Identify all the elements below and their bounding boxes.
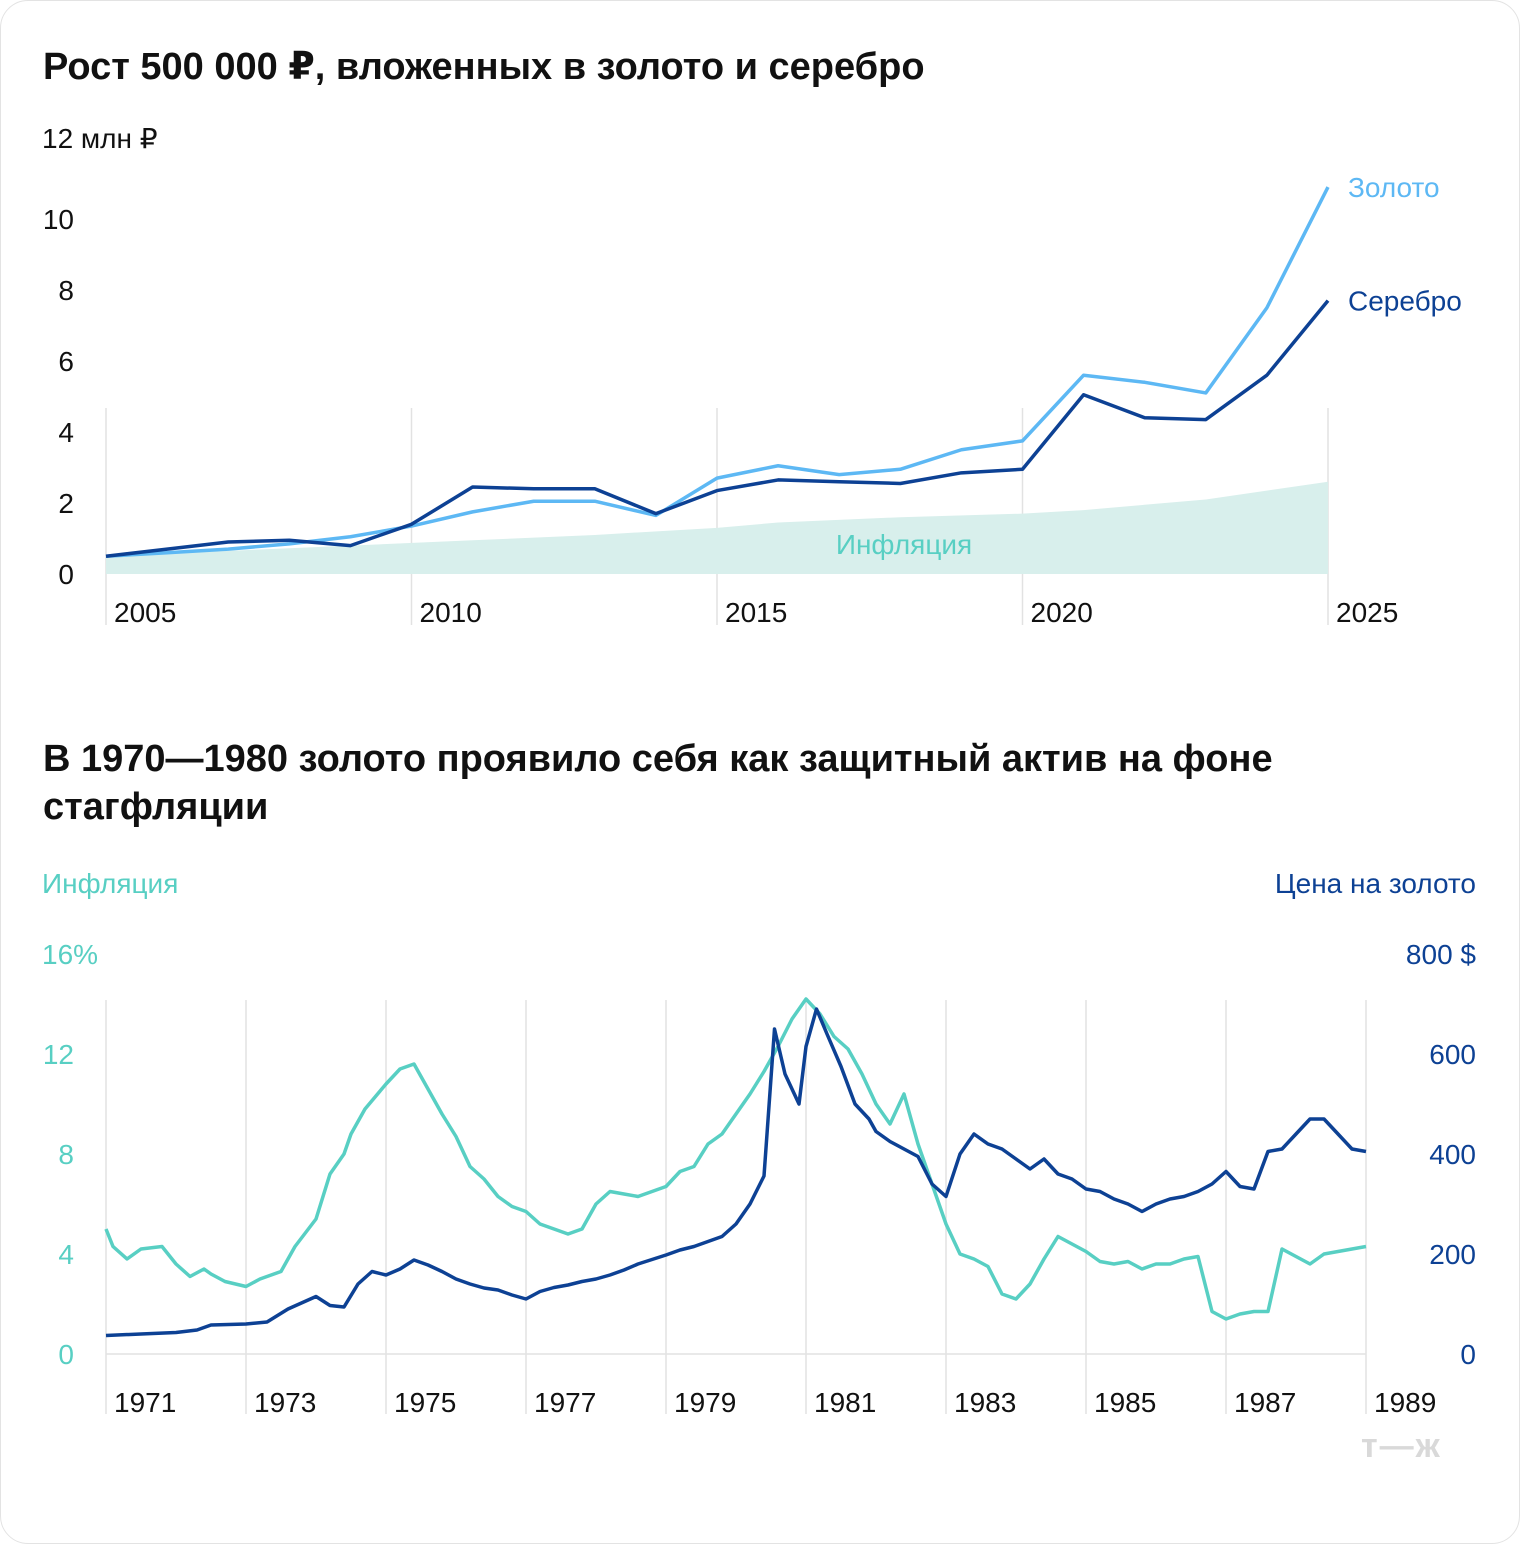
y-tick-label: 8	[58, 275, 74, 306]
left-y-tick-label: 8	[58, 1139, 74, 1170]
y-tick-label: 4	[58, 417, 74, 448]
y-tick-label: 0	[58, 559, 74, 590]
chart-1-title: Рост 500 000 ₽, вложенных в золото и сер…	[43, 46, 925, 88]
right-y-tick-label: 600	[1429, 1039, 1476, 1070]
x-tick-label: 2005	[114, 597, 176, 628]
x-tick-label: 1983	[954, 1387, 1016, 1418]
gold-price-line	[105, 1007, 1367, 1338]
x-tick-label: 1979	[674, 1387, 736, 1418]
x-tick-label: 2015	[725, 597, 787, 628]
y-axis-unit-label: 12 млн ₽	[42, 123, 158, 154]
left-axis-title: Инфляция	[42, 868, 178, 899]
right-y-tick-label: 800 $	[1406, 939, 1476, 970]
right-axis-title: Цена на золото	[1275, 868, 1476, 899]
x-tick-label: 1989	[1374, 1387, 1436, 1418]
right-y-tick-label: 0	[1460, 1339, 1476, 1370]
x-tick-label: 1987	[1234, 1387, 1296, 1418]
left-y-tick-label: 16%	[42, 939, 98, 970]
left-y-tick-label: 0	[58, 1339, 74, 1370]
x-tick-label: 2020	[1031, 597, 1093, 628]
inflation-area-label: Инфляция	[836, 529, 972, 560]
gold-legend-label: Золото	[1348, 172, 1440, 203]
x-tick-label: 1985	[1094, 1387, 1156, 1418]
x-tick-label: 1977	[534, 1387, 596, 1418]
chart-2-title: В 1970—1980 золото проявило себя как защ…	[43, 738, 1273, 828]
right-y-tick-label: 400	[1429, 1139, 1476, 1170]
silver-line	[105, 299, 1330, 558]
left-y-tick-label: 12	[43, 1039, 74, 1070]
y-tick-label: 10	[43, 204, 74, 235]
left-y-tick-label: 4	[58, 1239, 74, 1270]
y-tick-label: 6	[58, 346, 74, 377]
x-tick-label: 1971	[114, 1387, 176, 1418]
x-tick-label: 1981	[814, 1387, 876, 1418]
x-tick-label: 1973	[254, 1387, 316, 1418]
y-tick-label: 2	[58, 488, 74, 519]
x-tick-label: 2025	[1336, 597, 1398, 628]
inflation-area	[106, 481, 1328, 574]
x-tick-label: 1975	[394, 1387, 456, 1418]
right-y-tick-label: 200	[1429, 1239, 1476, 1270]
x-tick-label: 2010	[420, 597, 482, 628]
inflation-line	[104, 997, 1367, 1321]
silver-legend-label: Серебро	[1348, 286, 1462, 317]
brand-logo: т—ж	[1361, 1427, 1442, 1465]
